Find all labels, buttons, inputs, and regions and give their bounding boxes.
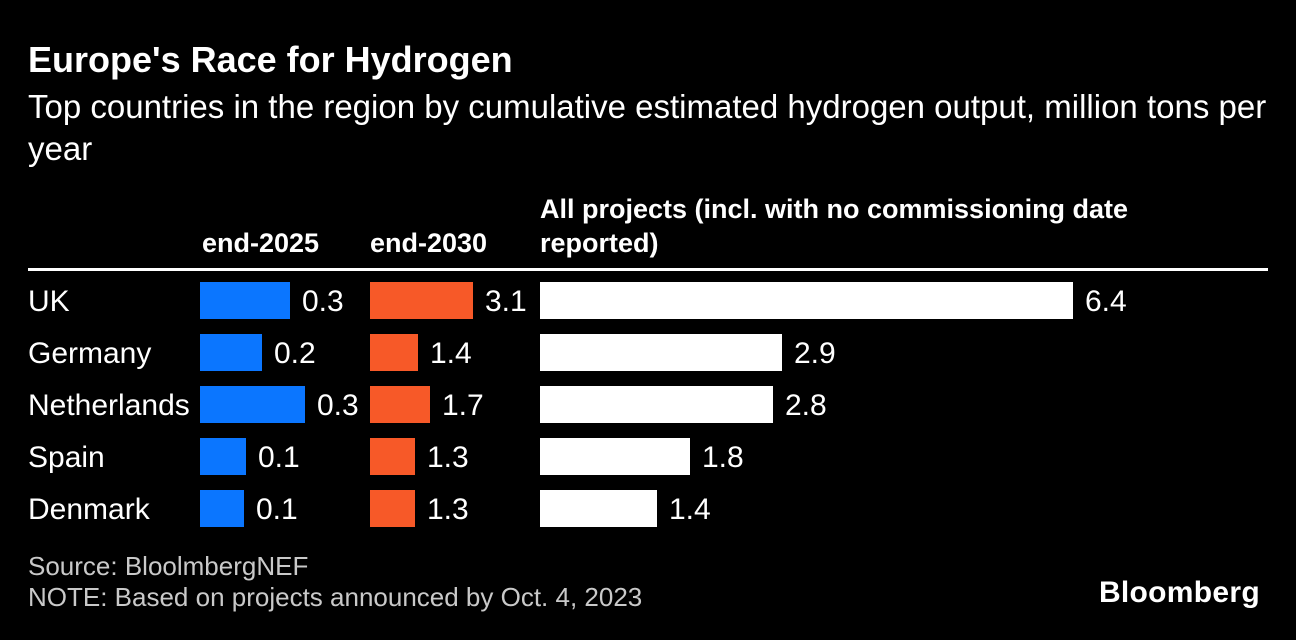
column-header-all-projects: All projects (incl. with no commissionin…	[540, 194, 1129, 258]
bar-value-label: 1.8	[702, 441, 744, 474]
chart-row: Denmark 0.1 1.3 1.4	[0, 484, 1296, 536]
bar-end-2025	[200, 490, 244, 527]
chart-row: Spain 0.1 1.3 1.8	[0, 432, 1296, 484]
bar-value-label: 2.8	[785, 389, 827, 422]
header-divider	[28, 268, 1268, 271]
bar-value-label: 2.9	[794, 337, 836, 370]
bar-all-projects	[540, 386, 773, 423]
country-label: Germany	[28, 337, 152, 370]
country-label: UK	[28, 285, 70, 318]
note-text: NOTE: Based on projects announced by Oct…	[28, 582, 643, 612]
bar-value-label: 1.4	[669, 493, 711, 526]
bar-value-label: 6.4	[1085, 285, 1127, 318]
bar-all-projects	[540, 490, 657, 527]
bar-value-label: 0.3	[317, 389, 359, 422]
bar-end-2025	[200, 438, 246, 475]
bar-end-2025	[200, 282, 290, 319]
bar-value-label: 0.1	[258, 441, 300, 474]
bar-value-label: 0.1	[256, 493, 298, 526]
bar-all-projects	[540, 438, 690, 475]
chart-row: Netherlands 0.3 1.7 2.8	[0, 380, 1296, 432]
bar-all-projects	[540, 282, 1073, 319]
bar-end-2025	[200, 386, 305, 423]
country-label: Denmark	[28, 493, 150, 526]
chart-row: UK 0.3 3.1 6.4	[0, 276, 1296, 328]
bar-value-label: 1.7	[442, 389, 484, 422]
chart-title: Europe's Race for Hydrogen	[28, 39, 513, 80]
chart-subtitle: Top countries in the region by cumulativ…	[28, 88, 1267, 167]
bar-end-2030	[370, 490, 415, 527]
country-label: Spain	[28, 441, 105, 474]
chart-footer: Source: BloolmbergNEF NOTE: Based on pro…	[28, 551, 642, 613]
bloomberg-logo: Bloomberg	[1098, 576, 1260, 609]
bar-end-2030	[370, 282, 473, 319]
bar-value-label: 1.3	[427, 493, 469, 526]
chart-rows: UK 0.3 3.1 6.4 Germany 0.2 1.4 2.9 Netherlands 0.…	[0, 276, 1296, 536]
bar-value-label: 3.1	[485, 285, 527, 318]
bar-end-2030	[370, 334, 418, 371]
bar-end-2025	[200, 334, 262, 371]
column-header-end-2030: end-2030	[370, 228, 488, 258]
bar-value-label: 0.2	[274, 337, 316, 370]
bar-value-label: 1.4	[430, 337, 472, 370]
country-label: Netherlands	[28, 389, 190, 422]
bar-value-label: 1.3	[427, 441, 469, 474]
column-header-end-2025: end-2025	[202, 228, 320, 258]
bar-end-2030	[370, 438, 415, 475]
bar-value-label: 0.3	[302, 285, 344, 318]
chart-row: Germany 0.2 1.4 2.9	[0, 328, 1296, 380]
bar-all-projects	[540, 334, 782, 371]
column-headers: end-2025 end-2030 All projects (incl. wi…	[0, 186, 1296, 264]
bar-end-2030	[370, 386, 430, 423]
source-text: Source: BloolmbergNEF	[28, 551, 309, 581]
